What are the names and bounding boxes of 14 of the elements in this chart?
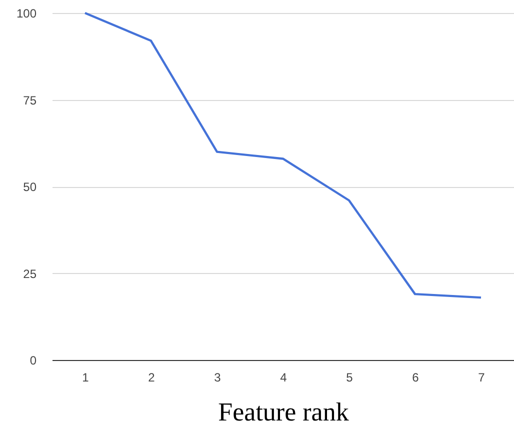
x-tick-label: 2	[148, 370, 156, 384]
y-tick-label: 0	[30, 354, 37, 368]
x-axis-title: Feature rank	[218, 398, 349, 426]
line-series	[84, 12, 482, 299]
x-tick-label: 3	[214, 370, 222, 384]
y-tick-label: 25	[23, 266, 37, 281]
x-tick-label: 5	[346, 370, 354, 384]
x-tick-label: 6	[412, 370, 420, 384]
x-tick-label: 1	[82, 370, 90, 384]
y-tick-label: 100	[16, 6, 37, 20]
y-tick-label: 50	[23, 180, 37, 194]
y-tick-label: 75	[23, 93, 37, 108]
x-tick-label: 4	[280, 370, 288, 384]
x-tick-label: 7	[478, 370, 486, 384]
